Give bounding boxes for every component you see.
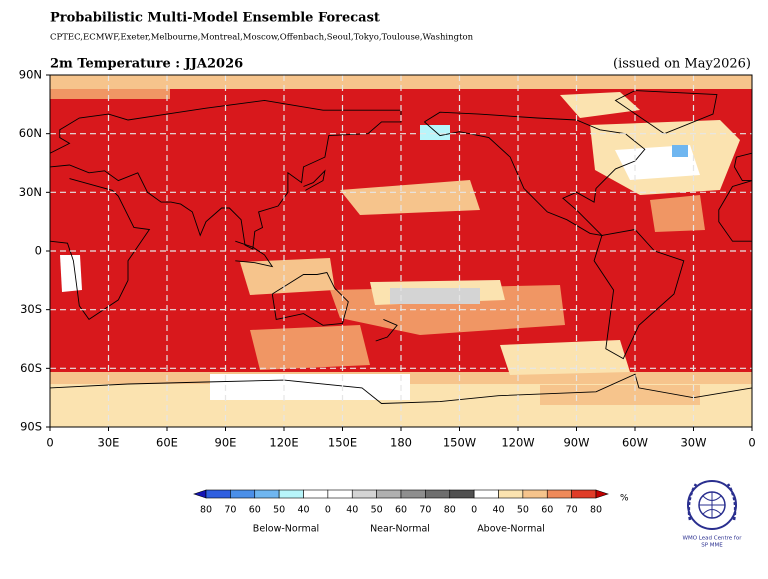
logo-text: SP MME xyxy=(701,543,723,549)
colorbar-segment xyxy=(473,489,499,499)
lon-label: 90W xyxy=(563,436,589,450)
coastline xyxy=(50,373,752,404)
colorbar-tick-label: 80 xyxy=(200,505,212,516)
colorbar-tick-label: 60 xyxy=(395,505,407,516)
colorbar-end xyxy=(193,489,207,499)
coastline xyxy=(718,180,752,242)
coastline xyxy=(50,178,151,321)
colorbar-end xyxy=(595,489,609,499)
colorbar-tick-label: 60 xyxy=(249,505,261,516)
colorbar-segment xyxy=(571,489,597,499)
colorbar-segment xyxy=(230,489,256,499)
colorbar-tick-label: 60 xyxy=(541,505,553,516)
coastline xyxy=(733,152,752,182)
coastline xyxy=(235,240,274,268)
colorbar-category: Above-Normal xyxy=(477,524,545,535)
colorbar-tick-label: 40 xyxy=(492,505,504,516)
colorbar-tick-label: 80 xyxy=(590,505,602,516)
model-list: CPTEC,ECMWF,Exeter,Melbourne,Montreal,Mo… xyxy=(50,33,474,43)
colorbar-category: Below-Normal xyxy=(253,524,319,535)
lon-label: 150E xyxy=(328,436,357,450)
lat-label: 60N xyxy=(19,126,42,140)
lat-label: 30N xyxy=(19,185,42,199)
lon-label: 90E xyxy=(215,436,237,450)
colorbar-tick-label: 40 xyxy=(297,505,309,516)
coastline xyxy=(375,318,398,342)
page-title: Probabilistic Multi-Model Ensemble Forec… xyxy=(50,11,380,26)
colorbar-segment xyxy=(449,489,475,499)
logo-text: WMO Lead Centre for xyxy=(683,536,743,542)
coastline xyxy=(303,169,326,191)
colorbar-tick-label: 50 xyxy=(273,505,285,516)
lon-label: 60W xyxy=(622,436,648,450)
coastline xyxy=(614,90,718,135)
colorbar-tick-label: 0 xyxy=(325,505,331,516)
colorbar-tick-label: 50 xyxy=(517,505,529,516)
map-field xyxy=(50,75,752,427)
lon-label: 150W xyxy=(443,436,476,450)
coastline xyxy=(593,229,685,360)
colorbar-category: Near-Normal xyxy=(370,524,430,535)
lat-label: 60S xyxy=(20,361,42,375)
colorbar-tick-label: 80 xyxy=(444,505,456,516)
colorbar-segment xyxy=(546,489,572,499)
colorbar-segment xyxy=(254,489,280,499)
colorbar-tick-label: 40 xyxy=(346,505,358,516)
lat-label: 30S xyxy=(20,302,42,316)
lon-label: 0 xyxy=(46,436,53,450)
colorbar-segment xyxy=(278,489,304,499)
colorbar-tick-label: 70 xyxy=(224,505,236,516)
lon-label: 180 xyxy=(390,436,412,450)
colorbar-segment xyxy=(351,489,377,499)
colorbar-segment xyxy=(498,489,524,499)
wmo-logo: WMO Lead Centre for SP MME xyxy=(683,480,743,549)
colorbar-segment xyxy=(522,489,548,499)
colorbar-tick-label: 70 xyxy=(419,505,431,516)
lon-label: 30E xyxy=(98,436,120,450)
lat-label: 90N xyxy=(19,68,42,82)
lon-label: 120W xyxy=(501,436,534,450)
lon-label: 0 xyxy=(748,436,755,450)
map-title: 2m Temperature : JJA2026 xyxy=(50,57,243,72)
issued-date: (issued on May2026) xyxy=(613,57,751,72)
lon-label: 60E xyxy=(156,436,178,450)
lon-label: 120E xyxy=(269,436,298,450)
colorbar-unit: % xyxy=(620,494,629,504)
lat-label: 90S xyxy=(20,420,42,434)
colorbar-tick-label: 50 xyxy=(371,505,383,516)
coastline xyxy=(271,271,349,326)
lat-label: 0 xyxy=(35,244,42,258)
colorbar-tick-label: 0 xyxy=(471,505,477,516)
colorbar-segment xyxy=(205,489,231,499)
colorbar-segment xyxy=(425,489,451,499)
coastline xyxy=(50,99,402,250)
colorbar-segment xyxy=(327,489,353,499)
lon-label: 30W xyxy=(680,436,706,450)
colorbar-segment xyxy=(303,489,329,499)
colorbar-tick-label: 70 xyxy=(566,505,578,516)
colorbar-segment xyxy=(376,489,402,499)
colorbar-segment xyxy=(400,489,426,499)
